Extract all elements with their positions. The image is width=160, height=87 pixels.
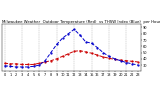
Text: Milwaukee Weather  Outdoor Temperature (Red)  vs THSW Index (Blue)  per Hour  (2: Milwaukee Weather Outdoor Temperature (R… bbox=[2, 20, 160, 24]
